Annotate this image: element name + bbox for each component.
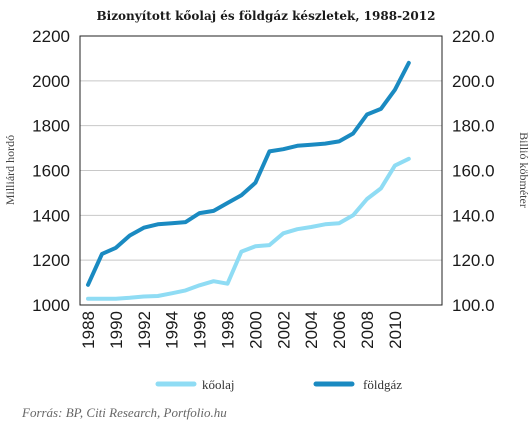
x-tick-label: 1992 xyxy=(135,311,154,349)
y-tick-label: 1400 xyxy=(32,206,70,225)
y-tick-label: 2000 xyxy=(32,72,70,91)
x-tick-label: 2002 xyxy=(274,311,293,349)
x-tick-label: 2000 xyxy=(246,311,265,349)
y2-tick-label: 220.0 xyxy=(452,27,495,46)
y-tick-label: 1000 xyxy=(32,296,70,315)
x-tick-label: 2010 xyxy=(386,311,405,349)
x-tick-label: 1996 xyxy=(191,311,210,349)
y-axis-left: 1000 1200 1400 1600 1800 2000 2200 xyxy=(32,27,70,315)
x-tick-label: 1990 xyxy=(107,311,126,349)
y2-tick-label: 120.0 xyxy=(452,251,495,270)
y-tick-label: 1200 xyxy=(32,251,70,270)
x-axis: 1988 1990 1992 1994 1996 1998 2000 2002 2004 2006… xyxy=(79,311,405,349)
y2-tick-label: 160.0 xyxy=(452,162,495,181)
x-tick-label: 1988 xyxy=(79,311,98,349)
source-note: Forrás: BP, Citi Research, Portfolio.hu xyxy=(21,405,227,420)
y-tick-label: 1800 xyxy=(32,117,70,136)
legend-label-foldgaz: földgáz xyxy=(363,377,402,392)
series-line-koolaj xyxy=(86,156,411,301)
series-group xyxy=(86,60,411,301)
x-tick-label: 2006 xyxy=(330,311,349,349)
chart-title: Bizonyított kőolaj és földgáz készletek,… xyxy=(97,9,436,23)
x-tick-label: 2008 xyxy=(358,311,377,349)
y-tick-label: 1600 xyxy=(32,162,70,181)
y-axis-label-left: Milliárd hordó xyxy=(3,135,17,205)
series-line-foldgaz xyxy=(86,60,411,287)
x-tick-label: 1998 xyxy=(219,311,238,349)
legend-label-koolaj: kőolaj xyxy=(202,377,235,392)
legend: kőolaj földgáz xyxy=(155,377,402,392)
y-tick-label: 2200 xyxy=(32,27,70,46)
x-tick-label: 1994 xyxy=(163,311,182,349)
y-axis-right: 100.0 120.0 140.0 160.0 180.0 200.0 220.0 xyxy=(452,27,495,315)
y2-tick-label: 100.0 xyxy=(452,296,495,315)
plot-frame xyxy=(79,35,443,306)
y-axis-label-right: Billió köbméter xyxy=(517,132,530,208)
x-tick-label: 2004 xyxy=(302,311,321,349)
y2-tick-label: 180.0 xyxy=(452,117,495,136)
y2-tick-label: 140.0 xyxy=(452,206,495,225)
y2-tick-label: 200.0 xyxy=(452,72,495,91)
